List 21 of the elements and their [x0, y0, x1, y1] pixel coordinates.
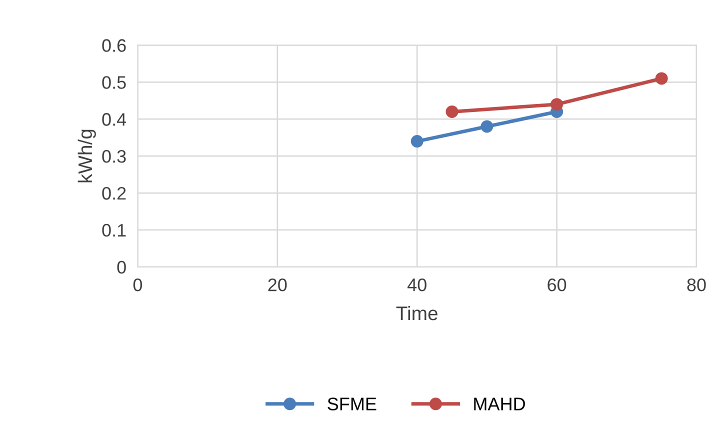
point	[550, 98, 564, 111]
point	[480, 120, 494, 133]
x-tick-label: 20	[268, 278, 287, 292]
point	[655, 72, 668, 85]
x-tick-label: 40	[407, 278, 426, 292]
y-tick-label: 0.3	[102, 150, 126, 163]
x-axis-title: Time	[396, 306, 438, 320]
y-tick-label: 0.2	[102, 186, 126, 200]
point	[410, 135, 424, 148]
x-tick-label: 80	[687, 278, 706, 292]
y-tick-label: 0.6	[102, 39, 126, 52]
y-tick-label: 0.5	[102, 76, 126, 89]
point	[446, 105, 458, 118]
legend-label: SFME	[328, 398, 376, 410]
y-axis-title: kWh/g	[78, 130, 96, 182]
y-tick-label: 0.4	[102, 113, 126, 126]
x-tick-label: 0	[133, 278, 142, 292]
y-tick-label: 0.1	[102, 224, 126, 237]
x-tick-label: 60	[548, 278, 566, 292]
y-tick-label: 0	[117, 260, 126, 274]
legend-label: MAHD	[474, 398, 525, 410]
